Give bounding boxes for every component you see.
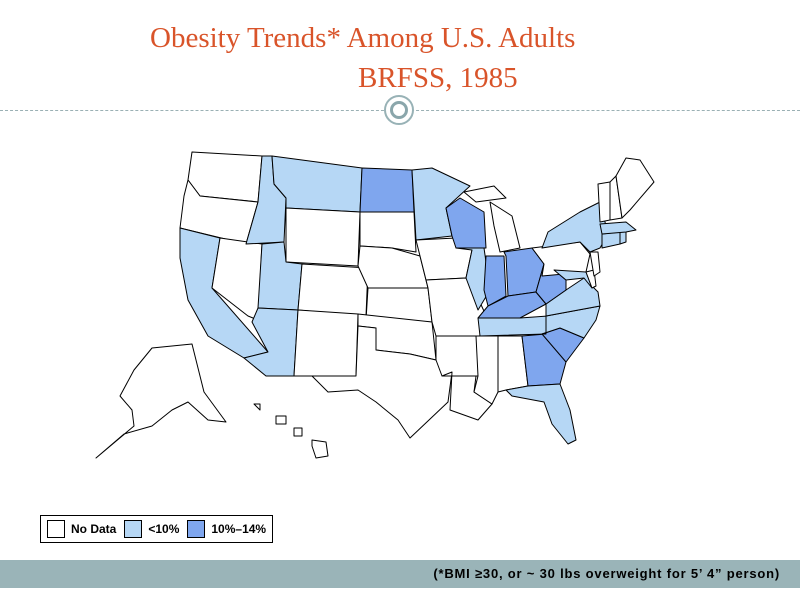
state-SD bbox=[359, 211, 417, 253]
state-TN bbox=[477, 315, 549, 337]
legend-label-10-14: 10%–14% bbox=[211, 522, 267, 536]
legend-item-no-data: No Data bbox=[47, 520, 116, 538]
legend-item-10-14: 10%–14% bbox=[187, 520, 266, 538]
legend-item-under-10: <10% bbox=[124, 520, 179, 538]
state-WI bbox=[445, 197, 487, 249]
footnote: (*BMI ≥30, or ~ 30 lbs overweight for 5’… bbox=[433, 566, 780, 581]
state-TX bbox=[311, 325, 453, 439]
legend-swatch-no-data bbox=[47, 520, 65, 538]
state-NE bbox=[357, 245, 429, 289]
state-AK bbox=[95, 343, 227, 459]
state-CT bbox=[601, 231, 621, 249]
divider-ornament bbox=[384, 95, 414, 125]
state-IL bbox=[455, 247, 491, 311]
us-map bbox=[80, 140, 660, 470]
slide-title: Obesity Trends* Among U.S. Adults bbox=[150, 22, 576, 54]
title-area: Obesity Trends* Among U.S. Adults BRFSS,… bbox=[0, 0, 800, 110]
state-CO bbox=[297, 263, 369, 317]
legend-swatch-under-10 bbox=[124, 520, 143, 538]
state-FL bbox=[505, 383, 577, 445]
state-ME bbox=[615, 157, 655, 219]
state-MI bbox=[463, 185, 521, 253]
state-MT bbox=[271, 155, 363, 213]
state-WY bbox=[285, 207, 361, 267]
map-legend: No Data <10% 10%–14% bbox=[40, 515, 274, 543]
footer-band: (*BMI ≥30, or ~ 30 lbs overweight for 5’… bbox=[0, 560, 800, 588]
state-NM bbox=[293, 309, 359, 377]
state-NY bbox=[541, 201, 609, 253]
state-VT bbox=[597, 181, 611, 223]
state-NJ bbox=[589, 251, 601, 277]
slide-subtitle: BRFSS, 1985 bbox=[358, 62, 518, 94]
legend-swatch-10-14 bbox=[187, 520, 206, 538]
legend-label-no-data: No Data bbox=[71, 522, 117, 536]
state-MS bbox=[473, 335, 499, 405]
state-LA bbox=[441, 371, 493, 421]
state-MA bbox=[599, 221, 637, 235]
legend-label-under-10: <10% bbox=[148, 522, 180, 536]
state-MD bbox=[553, 269, 593, 289]
state-ND bbox=[359, 167, 415, 213]
state-AR bbox=[435, 335, 481, 377]
state-NC bbox=[541, 305, 601, 339]
state-RI bbox=[619, 231, 627, 245]
state-HI bbox=[253, 403, 329, 459]
